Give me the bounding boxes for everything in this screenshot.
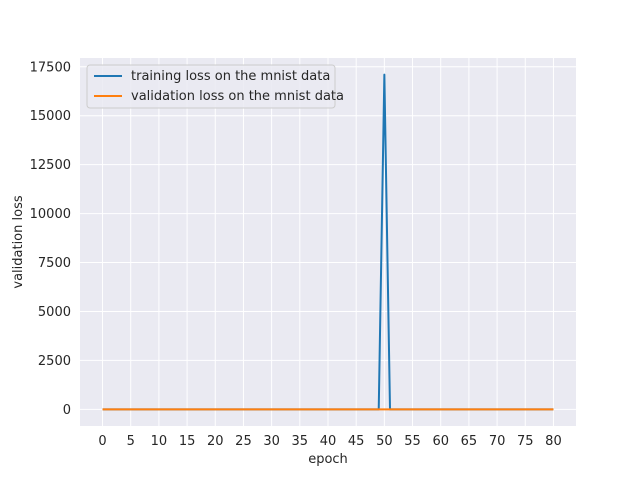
x-tick-label: 65 (461, 434, 478, 449)
y-tick-label: 12500 (30, 158, 71, 173)
x-tick-label: 15 (179, 434, 196, 449)
x-tick-label: 5 (127, 434, 135, 449)
y-tick-label: 5000 (38, 305, 71, 320)
x-tick-label: 10 (151, 434, 168, 449)
x-tick-label: 30 (263, 434, 280, 449)
x-tick-label: 45 (348, 434, 365, 449)
x-tick-label: 80 (545, 434, 562, 449)
x-tick-label: 70 (489, 434, 506, 449)
grid-lines (80, 58, 576, 426)
legend: training loss on the mnist data validati… (86, 64, 344, 109)
y-tick-label: 2500 (38, 354, 71, 369)
y-tick-labels: 0 2500 5000 7500 10000 12500 15000 17500 (30, 60, 71, 418)
y-tick-label: 7500 (38, 256, 71, 271)
series-lines (102, 73, 554, 411)
x-tick-label: 20 (207, 434, 224, 449)
x-axis-label: epoch (308, 452, 348, 467)
x-tick-label: 50 (376, 434, 393, 449)
x-tick-label: 35 (292, 434, 309, 449)
y-axis-label: validation loss (11, 195, 26, 288)
x-tick-label: 25 (235, 434, 252, 449)
x-tick-label: 60 (432, 434, 449, 449)
legend-label-training: training loss on the mnist data (131, 69, 330, 84)
y-tick-label: 17500 (30, 60, 71, 75)
y-tick-label: 15000 (30, 109, 71, 124)
x-tick-label: 40 (320, 434, 337, 449)
x-tick-label: 75 (517, 434, 534, 449)
legend-box (86, 64, 336, 109)
y-tick-label: 0 (63, 403, 71, 418)
x-tick-label: 0 (98, 434, 106, 449)
x-tick-labels: 0 5 10 15 20 25 30 35 40 45 50 55 60 65 70 75 80 (98, 434, 561, 449)
x-tick-label: 55 (404, 434, 421, 449)
legend-label-validation: validation loss on the mnist data (131, 89, 344, 104)
y-tick-label: 10000 (30, 207, 71, 222)
